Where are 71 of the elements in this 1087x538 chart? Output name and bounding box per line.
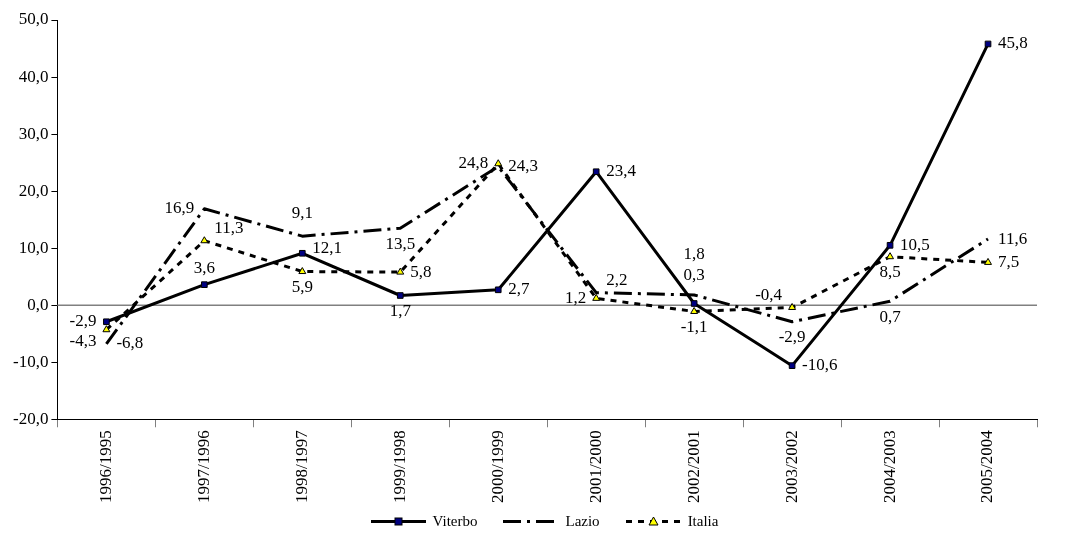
x-tick-label: 2000/1999 bbox=[487, 430, 507, 504]
point bbox=[494, 159, 503, 167]
x-tick-label: 2004/2003 bbox=[879, 430, 899, 504]
data-label: -10,6 bbox=[802, 355, 838, 375]
point bbox=[103, 318, 110, 326]
y-tick-label: 0,0 bbox=[27, 294, 49, 314]
data-label: -0,4 bbox=[755, 284, 783, 304]
data-label: 1,8 bbox=[683, 244, 705, 264]
data-label: 1,7 bbox=[389, 300, 412, 320]
data-label: 1,2 bbox=[564, 287, 587, 307]
data-label: 13,5 bbox=[385, 233, 416, 253]
point bbox=[690, 300, 698, 307]
y-tick-label: 10,0 bbox=[18, 237, 49, 257]
data-label: 2,7 bbox=[508, 279, 530, 299]
data-label: 7,5 bbox=[998, 251, 1020, 271]
y-tick-label: 40,0 bbox=[18, 66, 49, 86]
data-label: 9,1 bbox=[291, 202, 313, 222]
legend-label: Lazio bbox=[565, 512, 600, 530]
data-label: -1,1 bbox=[680, 316, 708, 336]
legend-label: Italia bbox=[687, 512, 719, 530]
data-label: 11,6 bbox=[998, 228, 1028, 248]
data-label: 11,3 bbox=[214, 218, 244, 238]
data-label: 45,8 bbox=[998, 33, 1028, 53]
data-label: 0,3 bbox=[683, 264, 705, 284]
data-label: 23,4 bbox=[606, 161, 637, 181]
x-tick-label: 2003/2002 bbox=[781, 430, 801, 504]
data-label: -4,3 bbox=[69, 331, 97, 351]
y-tick-label: -20,0 bbox=[12, 408, 49, 428]
point bbox=[886, 252, 895, 260]
legend-label: Viterbo bbox=[432, 512, 478, 530]
data-label: 2,2 bbox=[606, 270, 628, 290]
data-label: -2,9 bbox=[69, 311, 97, 331]
data-label: -2,9 bbox=[778, 327, 806, 347]
x-tick-label: 1999/1998 bbox=[389, 430, 409, 504]
point bbox=[984, 40, 992, 48]
point bbox=[200, 236, 209, 244]
x-tick-label: 2005/2004 bbox=[977, 429, 997, 504]
y-tick-label: 20,0 bbox=[18, 180, 49, 200]
point bbox=[984, 257, 992, 265]
data-label: 5,9 bbox=[291, 277, 313, 297]
data-label: 12,1 bbox=[312, 237, 343, 257]
y-tick-label: -10,0 bbox=[12, 351, 49, 371]
point bbox=[690, 306, 699, 314]
point bbox=[886, 241, 894, 249]
data-label: 3,6 bbox=[193, 258, 215, 278]
data-label: 10,5 bbox=[900, 234, 930, 254]
y-tick-label: 50,0 bbox=[18, 9, 49, 29]
data-label: -6,8 bbox=[116, 333, 144, 353]
point bbox=[102, 325, 111, 333]
point bbox=[788, 362, 796, 369]
data-label: 24,3 bbox=[508, 156, 538, 176]
point bbox=[788, 302, 797, 310]
point bbox=[396, 292, 404, 299]
point bbox=[396, 267, 405, 275]
x-tick-label: 1998/1997 bbox=[291, 429, 311, 504]
x-tick-label: 2001/2000 bbox=[585, 430, 605, 504]
point bbox=[494, 286, 502, 294]
data-label: 16,9 bbox=[164, 198, 195, 218]
x-tick-label: 1997/1996 bbox=[193, 430, 213, 504]
data-label: 0,7 bbox=[879, 306, 902, 326]
point bbox=[298, 249, 306, 257]
data-label: 5,8 bbox=[410, 261, 432, 281]
y-tick-label: 30,0 bbox=[18, 123, 49, 143]
x-tick-label: 1996/1995 bbox=[95, 430, 115, 504]
data-label: 24,8 bbox=[458, 153, 489, 173]
data-label: 8,5 bbox=[879, 262, 901, 282]
point bbox=[592, 168, 600, 176]
x-tick-label: 2002/2001 bbox=[683, 430, 703, 504]
point bbox=[592, 293, 601, 301]
point bbox=[201, 281, 208, 288]
point bbox=[298, 267, 307, 275]
